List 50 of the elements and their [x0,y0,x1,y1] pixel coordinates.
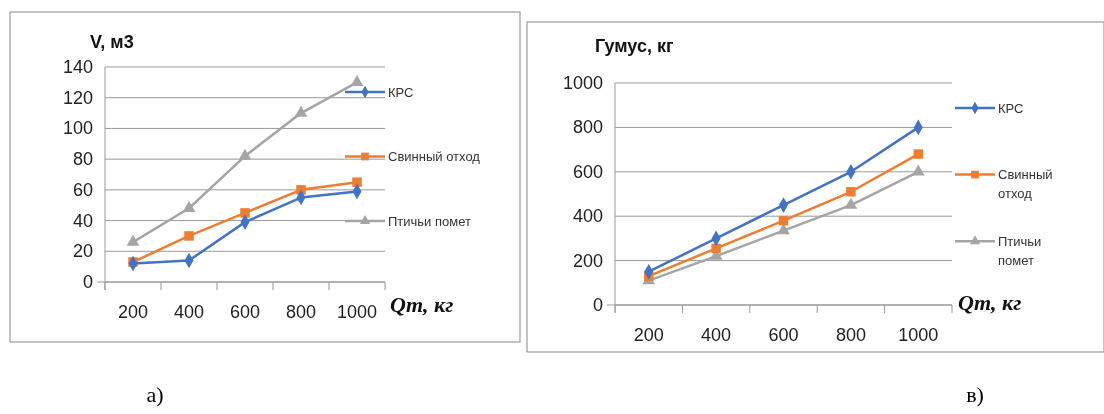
legend-label: Птичьи помет [998,233,1042,268]
legend-label: Свинный отход [998,167,1053,202]
point [352,177,362,187]
y-axis-title: V, м3 [90,32,134,52]
point [778,215,789,226]
x-tick-label: 200 [633,325,664,345]
y-tick-label: 80 [72,149,93,170]
x-tick-label: 200 [117,302,149,322]
x-tick-label: 1000 [898,325,939,345]
text: а) [146,382,164,407]
x-tick-label: 400 [173,302,205,322]
x-tick-label: 800 [285,302,317,322]
y-tick-label: 100 [62,118,93,139]
x-tick-label: 400 [701,325,732,345]
y-tick-label: 400 [572,206,603,227]
point [294,105,308,117]
x-axis-title: Qm, кг [958,290,1022,315]
point [238,148,252,160]
point [913,149,924,159]
y-tick-label: 200 [572,250,603,271]
point [711,243,721,254]
legend-label: КРС [998,100,1024,116]
point [846,187,856,197]
y-tick-label: 800 [572,117,603,138]
x-axis-title: Qm, кг [390,292,454,317]
y-tick-label: 600 [572,161,603,182]
y-tick-label: 120 [62,87,93,108]
y-tick-label: 20 [72,241,93,262]
legend-label: КРС [388,84,414,100]
text: в) [966,382,984,407]
x-tick-label: 600 [229,302,261,322]
point [184,231,194,241]
legend-label: Свинный отход [388,149,481,164]
point [240,208,250,218]
y-tick-label: 0 [82,272,93,292]
point [126,234,140,246]
point [350,75,364,87]
x-tick-label: 1000 [336,302,378,322]
y-tick-label: 1000 [562,73,603,93]
y-tick-label: 40 [72,210,93,231]
y-tick-label: 140 [62,57,93,77]
y-axis-title: Гумус, кг [595,36,674,56]
point [844,197,858,209]
point [911,164,925,176]
x-tick-label: 600 [768,325,799,345]
x-tick-label: 800 [835,325,866,345]
point [182,200,196,212]
legend-label: Птичьи помет [388,213,471,229]
y-tick-label: 60 [72,179,93,200]
y-tick-label: 0 [592,295,603,315]
